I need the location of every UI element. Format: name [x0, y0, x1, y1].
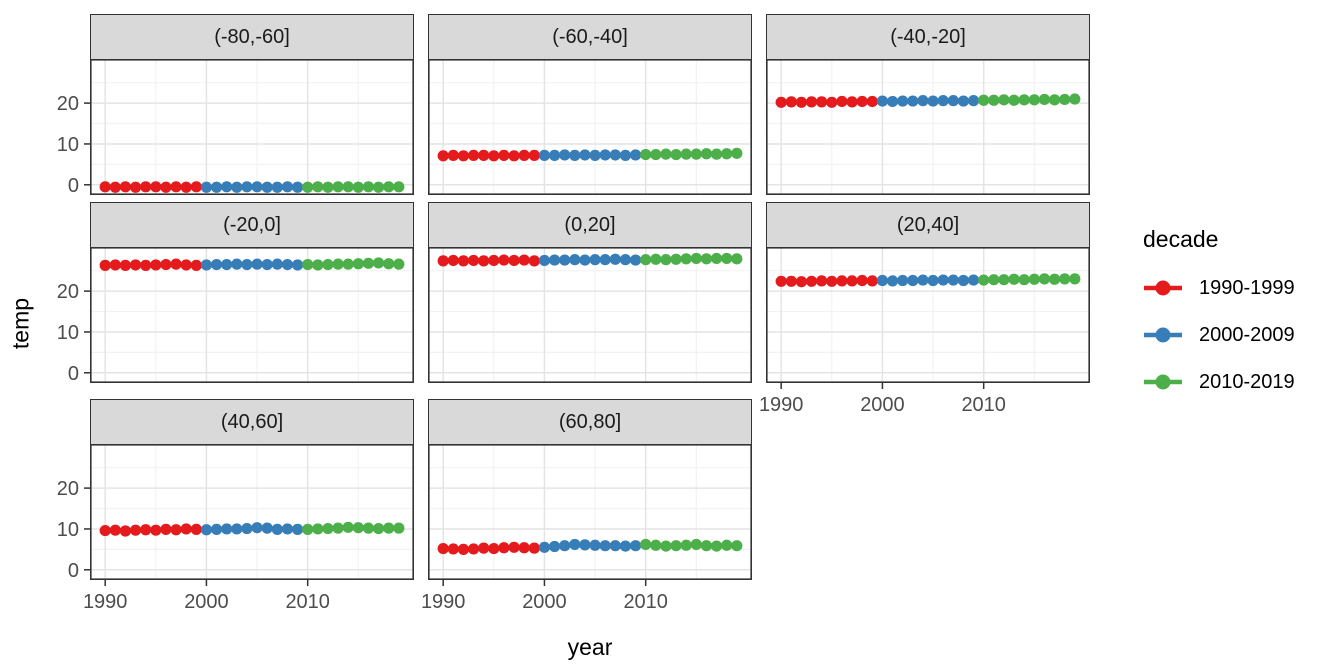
legend-entry-label: 1990-1999 [1199, 276, 1295, 299]
svg-text:2010: 2010 [285, 591, 330, 613]
facet-panel: (0,20] [428, 202, 752, 383]
y-axis-title: temp [7, 297, 34, 350]
panel-plot-area: 0 10 20 [57, 59, 414, 197]
facet-panel: (-40,-20] [766, 14, 1090, 195]
facet-panel: (-60,-40] [428, 14, 752, 195]
facet-strip-label: (-40,-20] [766, 14, 1090, 60]
facet-panel: (40,60] 0 10 20 1990 2000 2010 [57, 399, 414, 613]
svg-text:2000: 2000 [860, 394, 905, 416]
facet-strip-label: (0,20] [428, 202, 752, 248]
svg-text:20: 20 [57, 93, 79, 115]
panel-plot-area: 0 10 20 [57, 247, 414, 385]
panel-plot-area [428, 59, 752, 195]
panel-plot-area [766, 59, 1090, 195]
svg-text:20: 20 [57, 281, 79, 303]
facet-strip-label: (20,40] [766, 202, 1090, 248]
svg-text:2000: 2000 [184, 591, 229, 613]
legend-key-icon [1144, 327, 1182, 343]
svg-text:10: 10 [57, 322, 79, 344]
svg-text:10: 10 [57, 134, 79, 156]
facet-strip-label: (-20,0] [90, 202, 414, 248]
svg-text:20: 20 [57, 478, 79, 500]
facet-panel: (-20,0] 0 10 20 [57, 202, 414, 385]
svg-text:2010: 2010 [623, 591, 668, 613]
legend-key-icon [1144, 280, 1182, 296]
facet-strip-label: (-60,-40] [428, 14, 752, 60]
svg-text:10: 10 [57, 519, 79, 541]
svg-text:1990: 1990 [759, 394, 804, 416]
facet-panel: (60,80] 1990 2000 2010 [421, 399, 752, 613]
svg-text:2010: 2010 [961, 394, 1006, 416]
panel-plot-area: 0 10 20 1990 2000 2010 [57, 444, 414, 613]
panel-plot-area: 1990 2000 2010 [421, 444, 752, 613]
facet-panel: (20,40] 1990 2000 2010 [759, 202, 1090, 416]
panel-plot-area [428, 247, 752, 383]
svg-text:1990: 1990 [421, 591, 466, 613]
svg-text:0: 0 [68, 560, 79, 582]
facet-panel: (-80,-60] 0 10 20 [57, 14, 414, 197]
svg-text:0: 0 [68, 363, 79, 385]
panel-plot-area: 1990 2000 2010 [759, 247, 1090, 416]
svg-text:2000: 2000 [522, 591, 567, 613]
legend-entry-label: 2000-2009 [1199, 323, 1295, 346]
x-axis-title: year [567, 634, 613, 660]
legend-entry: 2000-2009 [1143, 322, 1295, 348]
svg-text:1990: 1990 [83, 591, 128, 613]
legend: decade 1990-1999 2000-2009 2010-2019 [1143, 226, 1295, 416]
facet-strip-label: (60,80] [428, 399, 752, 445]
legend-entry-label: 2010-2019 [1199, 370, 1295, 393]
facet-strip-label: (40,60] [90, 399, 414, 445]
legend-entry: 2010-2019 [1143, 369, 1295, 395]
facet-strip-label: (-80,-60] [90, 14, 414, 60]
svg-text:0: 0 [68, 175, 79, 197]
legend-title: decade [1143, 226, 1219, 252]
legend-key-icon [1144, 374, 1182, 390]
legend-entry: 1990-1999 [1143, 275, 1295, 301]
